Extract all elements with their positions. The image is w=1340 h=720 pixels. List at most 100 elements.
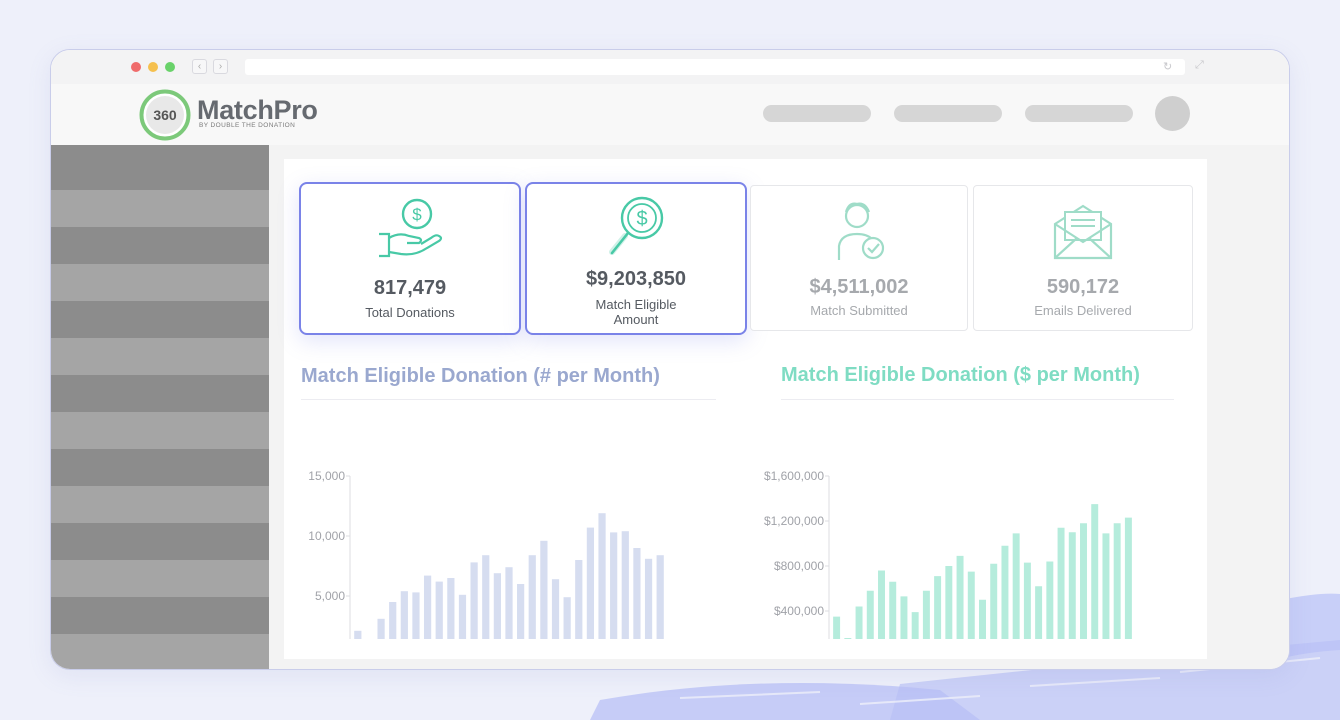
sidebar-item[interactable]	[51, 597, 269, 634]
chart-bar	[1068, 532, 1076, 639]
chart-bar	[911, 612, 919, 639]
chart-bar	[435, 581, 443, 639]
chart-bar	[610, 532, 618, 639]
back-arrow-icon[interactable]: ‹	[192, 59, 207, 74]
chart-bar	[423, 575, 432, 639]
dashboard-panel: $ 817,479 Total Donations $ $9,203,850 M…	[284, 159, 1207, 659]
sidebar-item[interactable]	[51, 449, 269, 486]
chart-bar	[354, 630, 362, 639]
stat-card-match-eligible-amount[interactable]: $ $9,203,850 Match Eligible Amount	[525, 182, 747, 335]
chart-bar	[563, 597, 571, 639]
stat-label: Match Eligible Amount	[595, 297, 677, 327]
stat-card-emails-delivered[interactable]: 590,172 Emails Delivered	[973, 185, 1193, 331]
chart-bar	[1012, 533, 1020, 639]
sidebar-item[interactable]	[51, 375, 269, 412]
sidebar-item[interactable]	[51, 523, 269, 560]
chart-bar	[889, 581, 897, 639]
chart-bar	[598, 513, 606, 639]
y-tick-label: 5,000	[315, 589, 345, 603]
sidebar-item[interactable]	[51, 560, 269, 597]
chart-bar	[922, 590, 930, 639]
chart-bar	[1102, 533, 1110, 639]
hand-holding-dollar-icon: $	[379, 198, 443, 258]
chart-bar	[447, 578, 455, 639]
chart-bar	[621, 531, 629, 639]
chart-bar	[470, 562, 478, 639]
minimize-window-dot[interactable]	[148, 62, 158, 72]
sidebar-item[interactable]	[51, 190, 269, 227]
maximize-window-dot[interactable]	[165, 62, 175, 72]
stat-card-total-donations[interactable]: $ 817,479 Total Donations	[299, 182, 521, 335]
stat-label: Match Submitted	[810, 303, 908, 318]
chart-bar	[866, 590, 874, 639]
chart-bar	[1091, 504, 1099, 639]
logo-subtitle: BY DOUBLE THE DONATION	[199, 122, 296, 129]
chart-bar	[389, 602, 397, 639]
svg-text:$: $	[412, 205, 422, 224]
sidebar-item[interactable]	[51, 634, 269, 669]
address-bar[interactable]	[245, 59, 1185, 75]
sidebar-item[interactable]	[51, 301, 269, 338]
stat-value: $9,203,850	[585, 268, 687, 290]
sidebar-item[interactable]	[51, 227, 269, 264]
forward-arrow-icon[interactable]: ›	[213, 59, 228, 74]
user-avatar[interactable]	[1155, 96, 1190, 131]
stat-value: 590,172	[1046, 276, 1120, 298]
chart-bar	[644, 558, 653, 639]
chart-bar	[1124, 517, 1132, 639]
chart-bar	[833, 616, 841, 639]
amount-chart-title: Match Eligible Donation ($ per Month)	[781, 364, 1140, 386]
reload-icon[interactable]: ↻	[1163, 61, 1173, 73]
chart-bar	[540, 540, 548, 639]
expand-icon[interactable]: ⤢	[1195, 59, 1204, 71]
y-tick-label: $400,000	[774, 604, 824, 618]
logo-mark-text: 360	[153, 107, 177, 123]
sidebar-item[interactable]	[51, 486, 269, 523]
chart-bar	[551, 579, 560, 639]
svg-text:$: $	[636, 208, 647, 230]
stat-value: $4,511,002	[809, 276, 909, 298]
chart-bar	[575, 560, 583, 639]
browser-window: ‹ › ↻ ⤢ 360 MatchPro BY DOUBLE THE DONAT…	[50, 49, 1290, 670]
sidebar-item[interactable]	[51, 145, 269, 190]
chart-bar	[990, 563, 998, 639]
chart-bar	[656, 555, 664, 639]
y-tick-label: $800,000	[774, 559, 824, 573]
count-chart-title: Match Eligible Donation (# per Month)	[301, 365, 660, 387]
browser-titlebar: ‹ › ↻ ⤢	[51, 50, 1289, 84]
chart-bar	[934, 576, 942, 639]
chart-bar	[482, 555, 490, 639]
person-check-icon	[837, 202, 885, 260]
chart-bar	[979, 599, 986, 639]
close-window-dot[interactable]	[131, 62, 141, 72]
chart-bar	[377, 618, 385, 639]
open-envelope-icon	[1053, 204, 1113, 260]
chart-bar	[505, 567, 513, 639]
chart-bar	[855, 606, 863, 639]
chart-bar	[1113, 523, 1121, 639]
sidebar	[51, 145, 269, 669]
chart-bar	[493, 573, 501, 639]
chart-bar	[528, 555, 536, 639]
header-nav-placeholder-1[interactable]	[763, 105, 871, 122]
logo-wordmark: MatchPro	[197, 95, 318, 125]
stat-card-match-submitted[interactable]: $4,511,002 Match Submitted	[750, 185, 968, 331]
chart-bar	[878, 570, 885, 639]
sidebar-item[interactable]	[51, 338, 269, 375]
app-header: 360 MatchPro BY DOUBLE THE DONATION	[51, 84, 1289, 145]
y-tick-label: 15,000	[308, 469, 345, 483]
count-chart-divider	[301, 399, 716, 400]
sidebar-item[interactable]	[51, 412, 269, 449]
header-nav-placeholder-3[interactable]	[1025, 105, 1133, 122]
chart-bar	[412, 592, 420, 639]
y-tick-label: 10,000	[308, 529, 345, 543]
header-nav-placeholder-2[interactable]	[894, 105, 1002, 122]
chart-bar	[1023, 562, 1031, 639]
chart-bar	[844, 638, 852, 639]
chart-bar	[400, 591, 408, 639]
stat-label: Emails Delivered	[1034, 303, 1132, 318]
chart-bar	[956, 555, 964, 639]
chart-bar	[517, 584, 525, 639]
sidebar-item[interactable]	[51, 264, 269, 301]
